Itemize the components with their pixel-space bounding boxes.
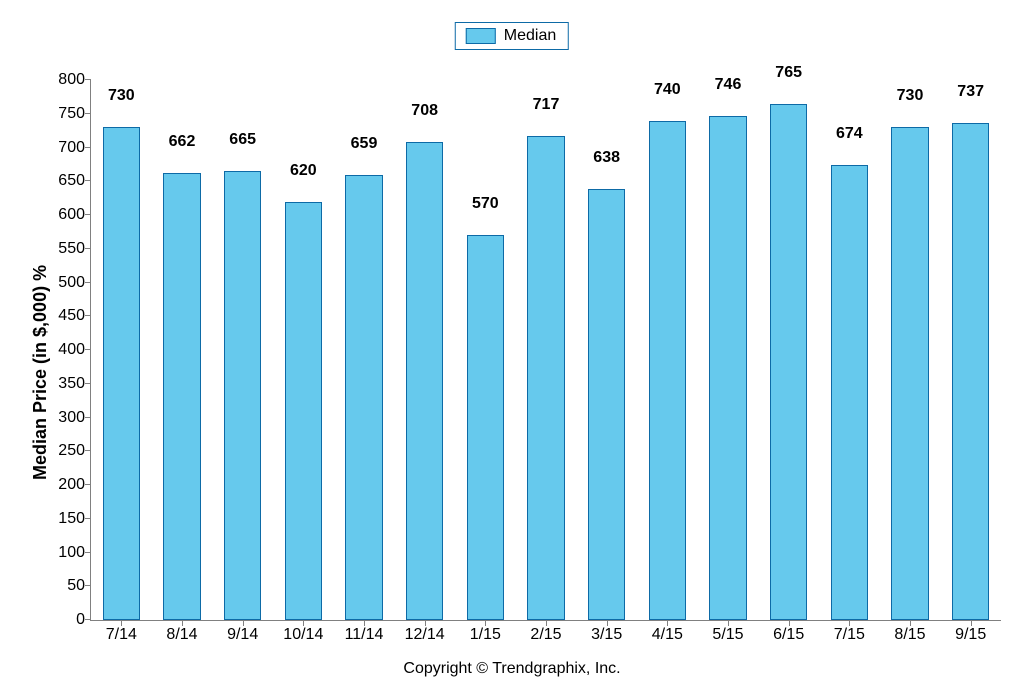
- x-tick-mark: [121, 620, 122, 626]
- bar-value-label: 717: [533, 96, 560, 114]
- bar-value-label: 662: [169, 133, 196, 151]
- y-tick-mark: [85, 214, 91, 215]
- bar-value-label: 638: [593, 149, 620, 167]
- bar-value-label: 730: [897, 87, 924, 105]
- bar-value-label: 620: [290, 162, 317, 180]
- bar: [224, 171, 262, 620]
- x-tick-mark: [728, 620, 729, 626]
- bar: [588, 189, 626, 620]
- y-tick-mark: [85, 518, 91, 519]
- bar: [467, 235, 505, 620]
- y-tick-mark: [85, 147, 91, 148]
- y-tick-mark: [85, 585, 91, 586]
- bar-value-label: 674: [836, 125, 863, 143]
- y-tick-mark: [85, 79, 91, 80]
- y-tick-mark: [85, 417, 91, 418]
- x-tick-mark: [485, 620, 486, 626]
- y-tick-mark: [85, 315, 91, 316]
- bar: [891, 127, 929, 620]
- bar-value-label: 659: [351, 135, 378, 153]
- bars-layer: 7306626656206597085707176387407467656747…: [91, 80, 1001, 620]
- bar-value-label: 746: [715, 76, 742, 94]
- x-tick-mark: [910, 620, 911, 626]
- bar: [770, 104, 808, 620]
- bar: [831, 165, 869, 620]
- y-tick-label: 550: [58, 240, 91, 258]
- x-tick-mark: [849, 620, 850, 626]
- y-tick-label: 500: [58, 274, 91, 292]
- bar: [649, 121, 687, 621]
- y-tick-label: 750: [58, 105, 91, 123]
- y-tick-mark: [85, 552, 91, 553]
- legend: Median: [455, 22, 569, 50]
- y-tick-label: 450: [58, 307, 91, 325]
- y-tick-mark: [85, 282, 91, 283]
- chart-container: Median Median Price (in $,000) % 730 662 6…: [0, 0, 1024, 691]
- bar: [103, 127, 141, 620]
- bar-value-label: 730: [108, 87, 135, 105]
- y-tick-label: 400: [58, 341, 91, 359]
- copyright-text: Copyright © Trendgraphix, Inc.: [403, 660, 620, 678]
- bar-value-label: 765: [775, 64, 802, 82]
- x-tick-mark: [971, 620, 972, 626]
- y-tick-mark: [85, 383, 91, 384]
- bar: [406, 142, 444, 620]
- bar-value-label: 708: [411, 102, 438, 120]
- bar: [709, 116, 747, 620]
- y-tick-mark: [85, 484, 91, 485]
- bar-value-label: 740: [654, 81, 681, 99]
- y-tick-label: 50: [67, 577, 91, 595]
- y-tick-mark: [85, 349, 91, 350]
- y-tick-label: 250: [58, 442, 91, 460]
- x-tick-mark: [243, 620, 244, 626]
- bar: [527, 136, 565, 620]
- x-tick-mark: [789, 620, 790, 626]
- x-tick-mark: [667, 620, 668, 626]
- y-tick-mark: [85, 248, 91, 249]
- y-tick-label: 300: [58, 409, 91, 427]
- x-tick-mark: [364, 620, 365, 626]
- bar: [952, 123, 990, 620]
- y-tick-label: 600: [58, 206, 91, 224]
- y-tick-label: 350: [58, 375, 91, 393]
- y-tick-mark: [85, 113, 91, 114]
- bar: [345, 175, 383, 620]
- x-tick-mark: [182, 620, 183, 626]
- legend-label: Median: [504, 27, 556, 45]
- y-tick-label: 800: [58, 71, 91, 89]
- x-tick-mark: [425, 620, 426, 626]
- bar: [163, 173, 201, 620]
- y-tick-label: 0: [76, 611, 91, 629]
- bar-value-label: 570: [472, 195, 499, 213]
- bar-value-label: 737: [957, 83, 984, 101]
- y-tick-label: 100: [58, 544, 91, 562]
- x-tick-mark: [303, 620, 304, 626]
- y-axis-title: Median Price (in $,000) %: [30, 265, 51, 480]
- plot-area: 7306626656206597085707176387407467656747…: [90, 80, 1001, 621]
- y-tick-mark: [85, 450, 91, 451]
- y-tick-label: 700: [58, 139, 91, 157]
- y-tick-mark: [85, 619, 91, 620]
- x-tick-mark: [607, 620, 608, 626]
- bar: [285, 202, 323, 621]
- y-tick-label: 650: [58, 172, 91, 190]
- y-tick-mark: [85, 180, 91, 181]
- y-tick-label: 150: [58, 510, 91, 528]
- legend-swatch: [466, 28, 496, 44]
- x-tick-mark: [546, 620, 547, 626]
- bar-value-label: 665: [229, 131, 256, 149]
- y-tick-label: 200: [58, 476, 91, 494]
